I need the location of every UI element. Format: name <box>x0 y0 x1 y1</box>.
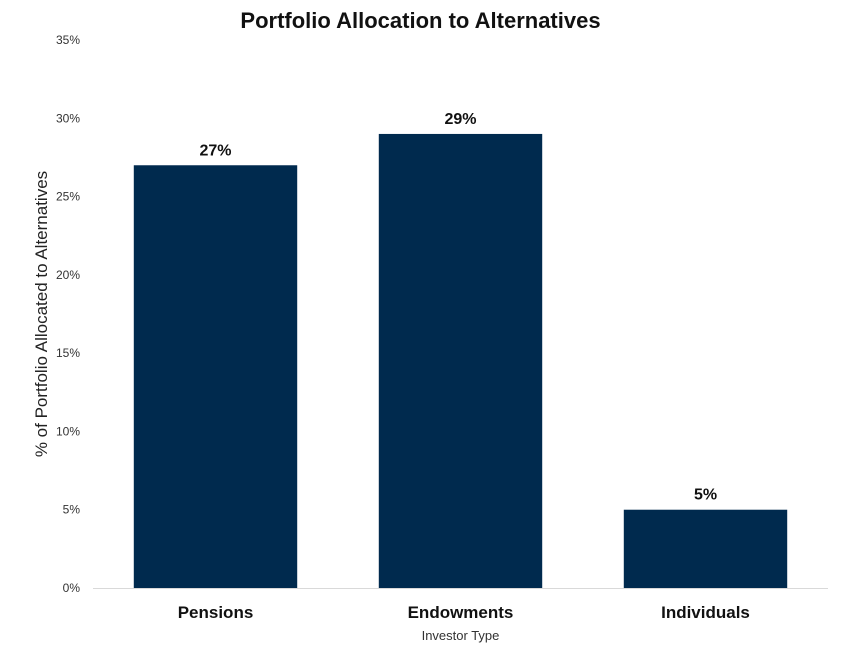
data-label: 29% <box>444 111 476 128</box>
y-tick-label: 35% <box>56 33 80 47</box>
x-tick-label: Pensions <box>178 603 254 622</box>
chart-title: Portfolio Allocation to Alternatives <box>240 8 601 33</box>
y-tick-label: 0% <box>63 581 81 595</box>
x-tick-label: Individuals <box>661 603 750 622</box>
y-tick-label: 30% <box>56 111 80 125</box>
x-tick-label: Endowments <box>408 603 514 622</box>
y-tick-label: 5% <box>63 503 81 517</box>
y-tick-label: 25% <box>56 190 80 204</box>
y-tick-label: 20% <box>56 268 80 282</box>
bar <box>378 133 543 588</box>
data-label: 27% <box>199 142 231 159</box>
data-label: 5% <box>694 487 717 504</box>
y-tick-label: 15% <box>56 346 80 360</box>
x-axis-label: Investor Type <box>421 628 500 643</box>
bar <box>623 509 788 588</box>
y-tick-label: 10% <box>56 424 80 438</box>
bar <box>133 165 298 588</box>
